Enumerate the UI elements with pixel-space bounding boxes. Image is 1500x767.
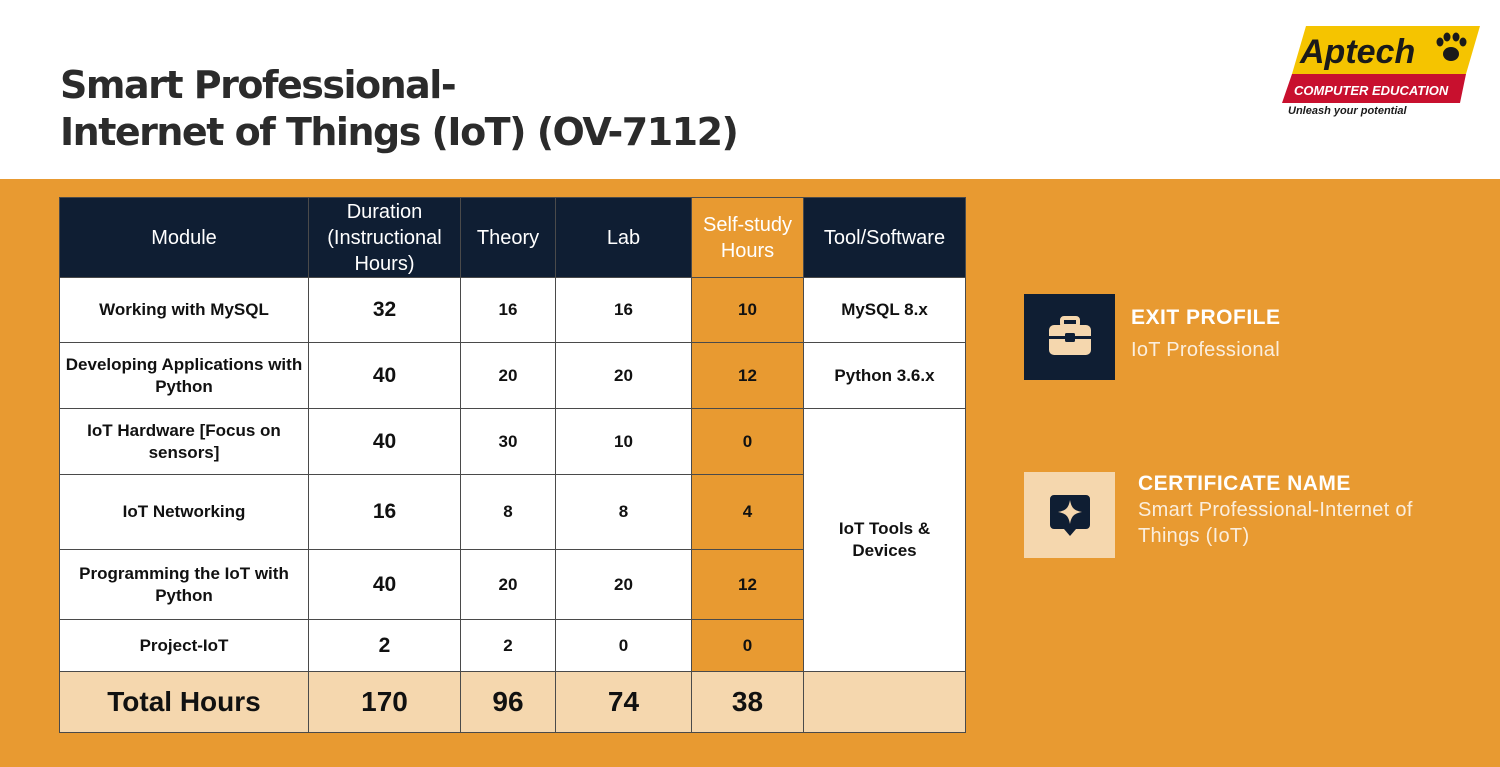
exit-profile-value: IoT Professional	[1131, 339, 1280, 361]
duration-cell: 40	[308, 408, 461, 475]
table-row: IoT Networking 16 8 8 4	[59, 474, 966, 550]
lab-cell: 16	[555, 277, 692, 343]
theory-cell: 30	[460, 408, 556, 475]
page-title: Smart Professional- Internet of Things (…	[60, 62, 739, 156]
lab-cell: 0	[555, 619, 692, 672]
lab-cell: 20	[555, 342, 692, 409]
paw-icon	[1436, 32, 1467, 61]
total-tool-empty	[803, 671, 966, 733]
duration-cell: 32	[308, 277, 461, 343]
tool-cell: Python 3.6.x	[803, 342, 966, 409]
table-row: IoT Hardware [Focus on sensors] 40 30 10…	[59, 408, 966, 672]
total-row: Total Hours 170 96 74 38	[59, 671, 966, 733]
curriculum-table: Module Duration (Instructional Hours) Th…	[59, 197, 966, 733]
theory-cell: 20	[460, 342, 556, 409]
duration-cell: 40	[308, 342, 461, 409]
header-duration-line3: Hours)	[354, 252, 415, 275]
aptech-logo-graphic: Aptech COMPUTER EDUCATION Unleash your p…	[1282, 26, 1480, 117]
selfstudy-cell: 12	[691, 549, 804, 620]
lab-cell: 20	[555, 549, 692, 620]
duration-cell: 40	[308, 549, 461, 620]
tool-cell: MySQL 8.x	[803, 277, 966, 343]
header-theory: Theory	[460, 197, 556, 278]
selfstudy-cell: 0	[691, 408, 804, 475]
sparkle-badge-icon	[1049, 495, 1090, 536]
header-tool: Tool/Software	[803, 197, 966, 278]
header-selfstudy-line1: Self-study	[703, 213, 792, 236]
logo-subtitle: COMPUTER EDUCATION	[1294, 83, 1449, 98]
total-duration: 170	[308, 671, 461, 733]
lab-cell: 8	[555, 474, 692, 550]
certificate-value: Smart Professional-Internet of Things (I…	[1138, 499, 1413, 547]
logo-brand: Aptech	[1299, 33, 1415, 71]
theory-cell: 20	[460, 549, 556, 620]
total-label: Total Hours	[59, 671, 309, 733]
table-row: Developing Applications with Python 40 2…	[59, 342, 966, 409]
exit-profile-block: EXIT PROFILE IoT Professional	[1024, 294, 1424, 380]
theory-cell: 16	[460, 277, 556, 343]
header-duration-line2: (Instructional	[327, 226, 442, 249]
module-cell: Developing Applications with Python	[59, 342, 309, 409]
selfstudy-cell: 0	[691, 619, 804, 672]
header-selfstudy-line2: Hours	[720, 239, 775, 262]
theory-cell: 8	[460, 474, 556, 550]
page-title-line1: Smart Professional-	[60, 63, 457, 107]
module-cell: Project-IoT	[59, 619, 309, 672]
tool-cell: IoT Tools & Devices	[803, 408, 966, 672]
table-header-row: Module Duration (Instructional Hours) Th…	[59, 197, 966, 278]
module-cell: IoT Networking	[59, 474, 309, 550]
module-cell: Working with MySQL	[59, 277, 309, 343]
exit-profile-label: EXIT PROFILE	[1131, 306, 1281, 329]
header-module: Module	[59, 197, 309, 278]
table-row: Working with MySQL 32 16 16 10 MySQL 8.x	[59, 277, 966, 343]
module-cell: IoT Hardware [Focus on sensors]	[59, 408, 309, 475]
certificate-label: CERTIFICATE NAME	[1138, 472, 1351, 495]
header-lab: Lab	[555, 197, 692, 278]
total-theory: 96	[460, 671, 556, 733]
table-row: Project-IoT 2 2 0 0	[59, 619, 966, 672]
duration-cell: 16	[308, 474, 461, 550]
table-row: Programming the IoT with Python 40 20 20…	[59, 549, 966, 620]
total-lab: 74	[555, 671, 692, 733]
selfstudy-cell: 12	[691, 342, 804, 409]
aptech-logo: Aptech COMPUTER EDUCATION Unleash your p…	[1278, 22, 1483, 120]
duration-cell: 2	[308, 619, 461, 672]
theory-cell: 2	[460, 619, 556, 672]
selfstudy-cell: 10	[691, 277, 804, 343]
briefcase-icon	[1048, 316, 1091, 355]
header-selfstudy: Self-study Hours	[691, 197, 804, 278]
certificate-icon-box	[1024, 472, 1115, 558]
certificate-block: CERTIFICATE NAME Smart Professional-Inte…	[1024, 472, 1464, 558]
module-cell: Programming the IoT with Python	[59, 549, 309, 620]
total-selfstudy: 38	[691, 671, 804, 733]
header-duration-line1: Duration	[346, 200, 423, 223]
lab-cell: 10	[555, 408, 692, 475]
exit-profile-icon-box	[1024, 294, 1115, 380]
selfstudy-cell: 4	[691, 474, 804, 550]
logo-tagline: Unleash your potential	[1288, 105, 1408, 117]
header-duration: Duration (Instructional Hours)	[308, 197, 461, 278]
page-title-line2: Internet of Things (IoT) (OV-7112)	[60, 110, 739, 154]
